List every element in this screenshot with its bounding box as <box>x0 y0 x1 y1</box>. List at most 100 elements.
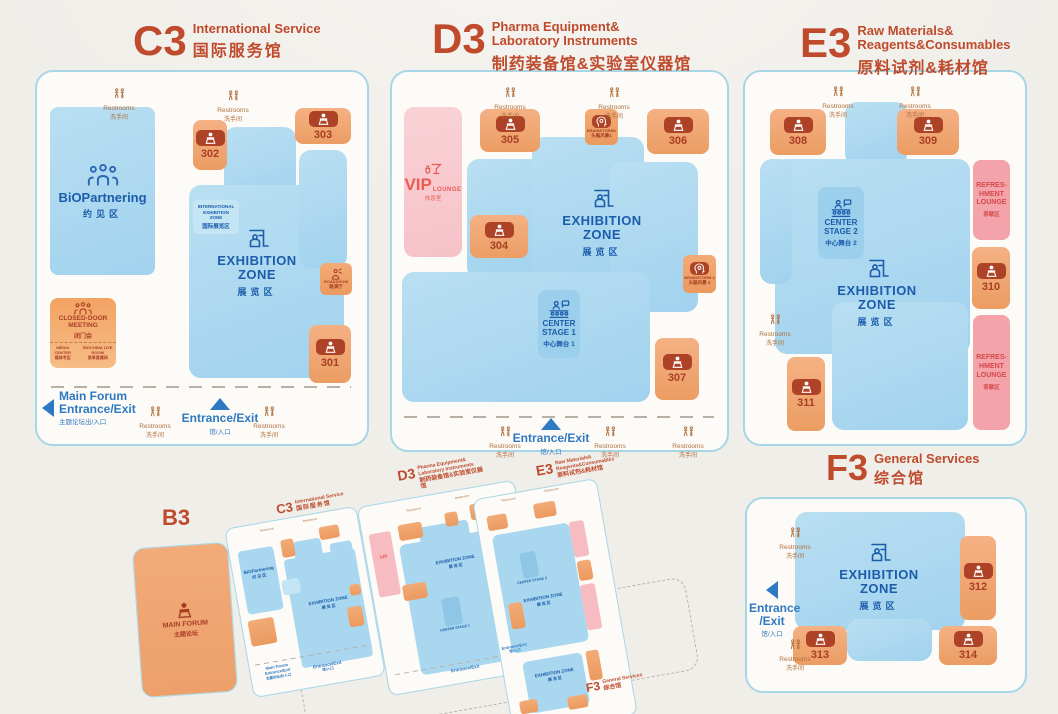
mini-restrooms: Restrooms <box>447 493 477 502</box>
stand-305: 305 <box>480 109 540 152</box>
hall-e3-code: E3 <box>800 19 852 66</box>
brainstorm-label: BRAINSTORM1 <box>586 127 617 133</box>
roadshow-label: ROADSHOW <box>323 278 349 284</box>
refreshment-line: REFRES- <box>976 354 1007 362</box>
mini-label: Restrooms <box>259 526 275 533</box>
media-center-label: MEDIA CENTER <box>54 344 71 355</box>
mini-zone <box>292 537 325 566</box>
stand-number: 307 <box>667 372 687 384</box>
podium-icon <box>662 354 692 370</box>
podium-icon <box>805 630 835 647</box>
biopartnering-label-cn: 约见区 <box>82 208 122 219</box>
d3-exhibition-zone-label: EXHIBITION ZONE 展览区 <box>542 187 662 258</box>
hall-d3-header: D3 Pharma Equipment& Laboratory Instrume… <box>432 18 691 74</box>
closed-door-line: CLOSED-DOOR <box>58 315 108 322</box>
refreshment-line: HMENT <box>979 190 1004 198</box>
c3-exhibition-zone-shape <box>299 150 347 268</box>
stand-number: 304 <box>489 239 509 252</box>
exhibition-label: EXHIBITION <box>837 283 917 298</box>
hall-b3-label: B3 <box>162 505 191 530</box>
restrooms-label: Restrooms <box>594 443 626 450</box>
mini-label: Restrooms <box>501 496 517 503</box>
restrooms-label: Restrooms <box>139 423 171 430</box>
overview-d3-code: D3 <box>396 465 417 484</box>
restrooms-icon <box>788 639 803 650</box>
restrooms-label-cn: 洗手间 <box>785 666 804 672</box>
main-forum-entrance-line: Entrance/Exit <box>59 401 136 416</box>
entrance-arrow-up-icon <box>210 398 230 410</box>
restrooms-label: Restrooms <box>822 103 854 110</box>
mini-vip-lounge <box>368 530 402 598</box>
d3-brainstorm-1: BRAINSTORM1 头脑风暴1 <box>585 109 618 145</box>
restrooms-label: Restrooms <box>899 103 931 110</box>
center-stage-line: STAGE 2 <box>824 227 858 236</box>
stand-number: 314 <box>958 648 978 661</box>
podium-icon <box>791 379 821 395</box>
stand-number: 305 <box>500 133 520 146</box>
c3-entrance: Entrance/Exit 馆/入口 <box>165 398 275 436</box>
restrooms-label-cn: 洗手间 <box>495 453 514 459</box>
podium-icon <box>484 221 514 238</box>
restrooms-marker: Restrooms 洗手间 <box>483 85 537 120</box>
restrooms-icon <box>831 86 846 97</box>
exhibition-label-cn: 展览区 <box>582 246 622 257</box>
stand-number: 310 <box>981 281 1001 293</box>
mini-label: Restrooms <box>544 486 560 494</box>
entrance-arrow-left-icon <box>42 399 54 418</box>
intl-zone-cn: 国际展览区 <box>202 223 230 230</box>
d3-vip-lounge: VIP LOUNGE 休息室 <box>404 107 462 257</box>
vip-lounge-icon <box>424 163 442 176</box>
mini-stand <box>576 559 594 582</box>
intl-zone-line: ZONE <box>209 215 223 221</box>
brainstorm-label: BRAINSTORM 2 <box>684 274 715 280</box>
live-room-label: BIOCHINA LIVE ROOM <box>82 344 113 355</box>
center-stage-cn: 中心舞台 1 <box>543 341 575 349</box>
e3-exhibition-zone-shape <box>760 159 792 284</box>
entrance-label: Entrance/Exit <box>181 411 259 425</box>
restrooms-label-cn: 洗手间 <box>828 113 847 119</box>
hall-f3-map: EXHIBITION ZONE 展览区 312 313 314 Restroom… <box>745 497 1027 693</box>
hall-f3-header: F3 General Services 综合馆 <box>826 449 980 488</box>
restrooms-label: Restrooms <box>779 544 811 551</box>
stand-308: 308 <box>770 109 826 155</box>
restrooms-label-cn: 洗手间 <box>500 114 519 120</box>
stand-number: 313 <box>810 648 830 661</box>
restrooms-marker: Restrooms 洗手间 <box>478 424 532 459</box>
stand-number: 303 <box>313 129 333 141</box>
brainstorm-icon <box>690 261 709 275</box>
mini-label: ZONE <box>549 591 564 599</box>
exhibition-label: EXHIBITION <box>562 213 642 228</box>
mini-stand <box>566 693 589 711</box>
mini-stand <box>518 698 539 714</box>
podium-icon <box>195 130 225 146</box>
c3-main-forum-entrance: Main Forum Entrance/Exit 主题论坛出/入口 <box>42 390 177 426</box>
entrance-label: /Exit <box>759 613 785 628</box>
restrooms-label-cn: 洗手间 <box>259 433 278 439</box>
booth-icon <box>864 257 890 279</box>
hall-c3-map: BiOPartnering 约见区 INTERNATIONAL EXHIBITI… <box>35 70 369 446</box>
refreshment-line: LOUNGE <box>976 371 1007 379</box>
stand-301: 301 <box>309 325 351 383</box>
d3-center-stage-1: CENTER STAGE 1 中心舞台 1 <box>538 290 580 358</box>
mini-stand <box>346 605 365 628</box>
booth-icon <box>866 541 892 563</box>
restrooms-label-cn: 洗手间 <box>600 453 619 459</box>
mini-restrooms: Restrooms <box>494 496 524 505</box>
stand-312: 312 <box>960 536 996 620</box>
center-stage-line: STAGE 1 <box>542 328 576 337</box>
restrooms-marker: Restrooms 洗手间 <box>811 84 865 119</box>
restrooms-icon <box>768 314 783 325</box>
stand-310: 310 <box>972 247 1010 309</box>
stand-302: 302 <box>193 120 227 170</box>
podium-icon <box>308 111 338 127</box>
vip-lounge-label: LOUNGE <box>432 186 462 193</box>
restrooms-icon <box>681 426 696 437</box>
hall-c3-subtitle-cn: 国际服务馆 <box>192 43 283 61</box>
podium-icon <box>174 601 195 618</box>
hall-f3-subtitle-cn: 综合馆 <box>874 470 926 488</box>
restrooms-marker: Restrooms 洗手间 <box>768 637 822 672</box>
stand-313: 313 <box>793 626 847 665</box>
restrooms-icon <box>908 86 923 97</box>
stage-icon <box>547 300 571 319</box>
stage-icon <box>829 199 853 218</box>
